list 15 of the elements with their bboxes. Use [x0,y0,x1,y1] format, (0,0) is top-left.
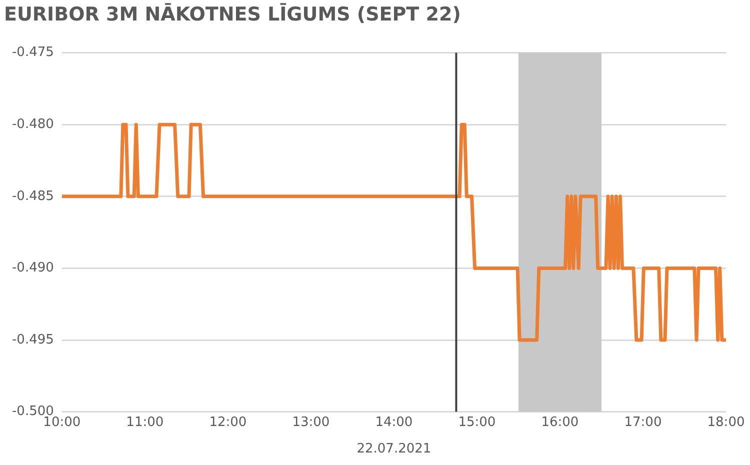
x-tick-label: 12:00 [209,414,247,430]
y-tick-label: -0.480 [12,116,54,132]
x-tick-label: 16:00 [541,414,579,430]
x-tick-label: 11:00 [126,414,164,430]
x-tick-label: 18:00 [707,414,745,430]
x-tick-label: 14:00 [375,414,413,430]
y-tick-label: -0.490 [12,260,54,276]
x-tick-label: 17:00 [624,414,662,430]
x-tick-label: 15:00 [458,414,496,430]
y-tick-label: -0.475 [12,45,54,60]
y-tick-label: -0.495 [12,332,54,348]
chart-title: EURIBOR 3M NĀKOTNES LĪGUMS (SEPT 22) [4,2,461,26]
x-axis-title: 22.07.2021 [356,442,432,457]
x-tick-label: 13:00 [292,414,330,430]
y-tick-label: -0.485 [12,188,54,204]
